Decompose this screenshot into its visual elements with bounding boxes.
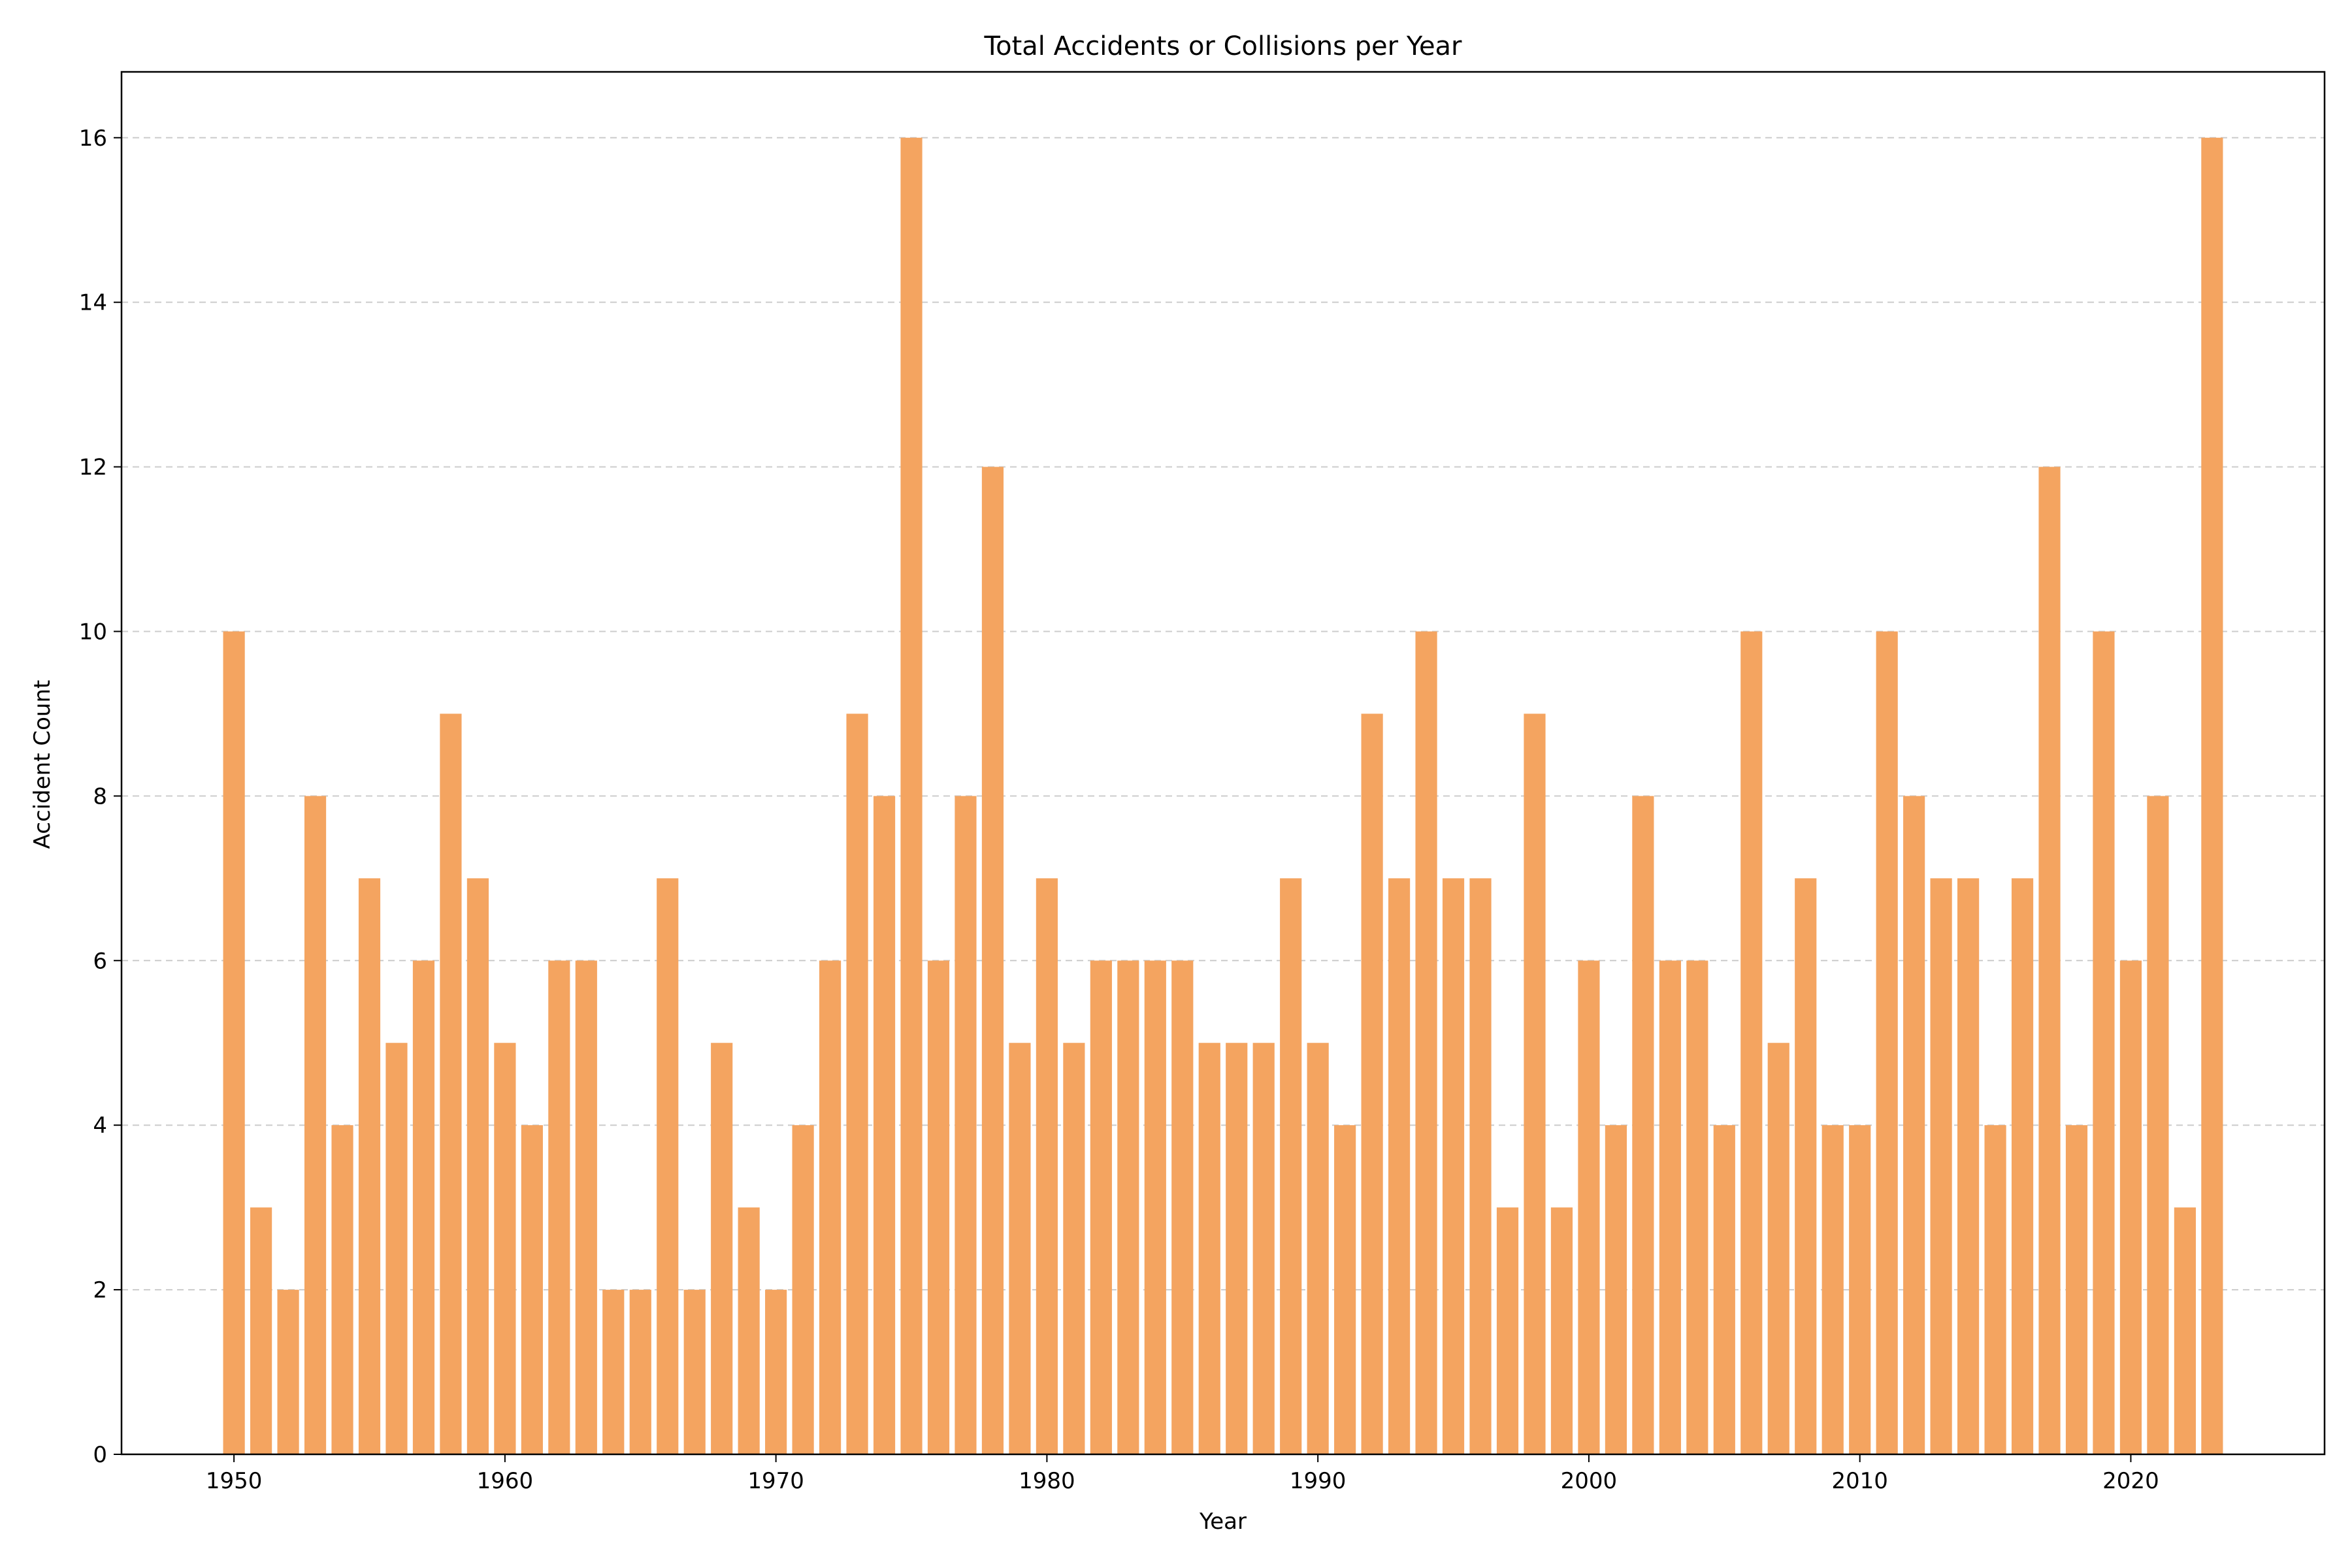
chart-title: Total Accidents or Collisions per Year [983,31,1462,61]
bar [2065,1125,2088,1454]
x-tick-label: 1960 [477,1468,534,1494]
bar [1307,1043,1329,1454]
bar [358,878,381,1454]
bar [1605,1125,1627,1454]
bar [1334,1125,1356,1454]
bar [1361,713,1383,1454]
y-axis-label: Accident Count [29,680,56,849]
y-tick-label: 14 [79,290,107,316]
bar [1252,1043,1275,1454]
bar [2093,631,2115,1454]
bar [683,1290,706,1454]
y-tick-label: 6 [93,948,107,974]
x-tick-label: 1970 [747,1468,804,1494]
bar [2011,878,2034,1454]
x-tick-label: 2020 [2102,1468,2159,1494]
bar [440,713,462,1454]
bar [1469,878,1492,1454]
bar [657,878,679,1454]
bar [711,1043,733,1454]
bar [1036,878,1058,1454]
y-tick-label: 2 [93,1277,107,1303]
bar [765,1290,787,1454]
bar [1713,1125,1735,1454]
bar [277,1290,299,1454]
bar [1442,878,1465,1454]
bar [1524,713,1546,1454]
bar [981,466,1004,1454]
bar [1659,960,1681,1454]
bar [1795,878,1817,1454]
bar [955,796,977,1454]
bar [1415,631,1437,1454]
bar [385,1043,408,1454]
bar [629,1290,651,1454]
y-tick-label: 0 [93,1442,107,1468]
y-tick-label: 10 [79,619,107,645]
x-tick-label: 2000 [1561,1468,1618,1494]
bar [2119,960,2142,1454]
bar [1849,1125,1871,1454]
bar [1063,1043,1085,1454]
y-tick-label: 8 [93,783,107,809]
bar [304,796,327,1454]
bar [548,960,570,1454]
x-tick-label: 2010 [1831,1468,1888,1494]
bar [1957,878,1980,1454]
bar [223,631,245,1454]
bar [1171,960,1194,1454]
bar [1496,1207,1519,1454]
x-axis-label: Year [1199,1509,1247,1535]
bar [1226,1043,1248,1454]
bar [250,1207,272,1454]
bar [1388,878,1411,1454]
bar [927,960,950,1454]
bar [2201,137,2223,1454]
bar [1984,1125,2006,1454]
bar [2174,1207,2196,1454]
bar [1821,1125,1844,1454]
x-axis-ticks: 1950 1960 1970 1980 1990 2000 2010 2020 [206,1454,2159,1494]
bar [466,878,489,1454]
bar [1009,1043,1031,1454]
y-tick-label: 16 [79,125,107,152]
bar [1632,796,1654,1454]
bar [575,960,597,1454]
bar [602,1290,625,1454]
plot-frame [120,71,2326,1456]
bar [1686,960,1708,1454]
y-axis-ticks: 0 2 4 6 8 10 12 14 16 [79,125,122,1468]
bar [1578,960,1600,1454]
x-tick-label: 1950 [206,1468,263,1494]
bar [1740,631,1763,1454]
bar [900,137,923,1454]
bar [494,1043,516,1454]
bar [331,1125,353,1454]
bar [846,713,868,1454]
bars [223,137,2223,1454]
bar [1930,878,1952,1454]
bar [1280,878,1302,1454]
bar [873,796,896,1454]
bar [792,1125,814,1454]
x-tick-label: 1980 [1019,1468,1075,1494]
bar [2038,466,2061,1454]
y-tick-label: 12 [79,455,107,481]
bar [1550,1207,1573,1454]
bar [1144,960,1166,1454]
bar [1198,1043,1220,1454]
bar [1117,960,1139,1454]
bar [738,1207,760,1454]
bar [1903,796,1925,1454]
x-tick-label: 1990 [1290,1468,1347,1494]
bar [412,960,435,1454]
y-tick-label: 4 [93,1113,107,1139]
bar [1876,631,1898,1454]
bar [2147,796,2169,1454]
bar [521,1125,543,1454]
bar [819,960,841,1454]
bar [1090,960,1112,1454]
bar [1767,1043,1789,1454]
